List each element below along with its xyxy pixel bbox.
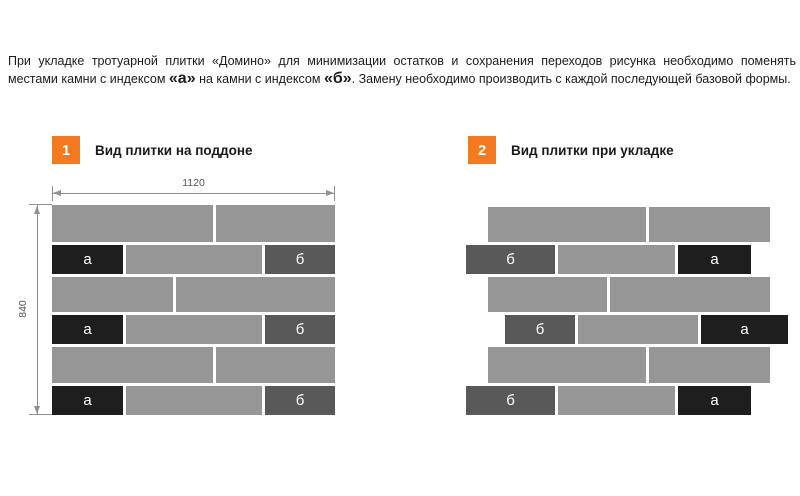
- tile-plain: [216, 347, 335, 383]
- dimension-height-tick-bottom: [29, 414, 52, 415]
- dimension-height-line: [37, 205, 38, 415]
- dimension-height-label: 840: [17, 300, 29, 318]
- tile-a: а: [52, 245, 123, 274]
- intro-text: При укладке тротуарной плитки «Домино» д…: [8, 53, 796, 88]
- tile-plain: [488, 277, 607, 312]
- tile-plain: [52, 277, 173, 312]
- tile-plain: [578, 315, 698, 344]
- tile-b: б: [505, 315, 575, 344]
- section-2-title: Вид плитки при укладке: [511, 142, 674, 158]
- dimension-width-label: 1120: [182, 177, 205, 189]
- arrow-up-icon: [34, 206, 40, 214]
- intro-part2: на камни с индексом: [195, 71, 324, 86]
- tile-a: а: [678, 245, 751, 274]
- tile-plain: [488, 207, 646, 242]
- section-1-number-badge: 1: [52, 136, 80, 164]
- tile-b: б: [265, 245, 335, 274]
- section-1-header: 1 Вид плитки на поддоне: [52, 136, 253, 164]
- tile-plain: [488, 347, 646, 383]
- tile-a: а: [701, 315, 788, 344]
- tile-plain: [649, 347, 770, 383]
- tile-plain: [176, 277, 335, 312]
- tile-a: а: [52, 315, 123, 344]
- tile-plain: [52, 347, 213, 383]
- intro-part1: При укладке тротуарной плитки «Домино» д…: [8, 54, 796, 86]
- tile-b: б: [466, 245, 555, 274]
- section-1-title: Вид плитки на поддоне: [95, 142, 253, 158]
- tile-b: б: [466, 386, 555, 415]
- tile-plain: [649, 207, 770, 242]
- tile-plain: [610, 277, 770, 312]
- arrow-down-icon: [34, 406, 40, 414]
- section-2-number-badge: 2: [468, 136, 496, 164]
- dimension-height-tick-top: [29, 204, 52, 205]
- tile-a: а: [52, 386, 123, 415]
- tile-plain: [216, 205, 335, 242]
- tile-a: а: [678, 386, 751, 415]
- index-a-highlight: «а»: [168, 69, 196, 87]
- intro-part3: . Замену необходимо производить с каждой…: [351, 71, 791, 86]
- tile-plain: [126, 315, 262, 344]
- index-b-highlight: «б»: [323, 69, 352, 87]
- tile-plain: [52, 205, 213, 242]
- arrow-right-icon: [326, 190, 334, 196]
- dimension-width-line: [52, 193, 335, 194]
- tile-plain: [558, 245, 675, 274]
- tile-plain: [126, 245, 262, 274]
- section-2-header: 2 Вид плитки при укладке: [468, 136, 674, 164]
- tile-plain: [126, 386, 262, 415]
- tile-b: б: [265, 315, 335, 344]
- arrow-left-icon: [53, 190, 61, 196]
- dimension-width-tick-right: [334, 186, 335, 201]
- tile-b: б: [265, 386, 335, 415]
- dimension-width-tick-left: [52, 186, 53, 201]
- tile-plain: [558, 386, 675, 415]
